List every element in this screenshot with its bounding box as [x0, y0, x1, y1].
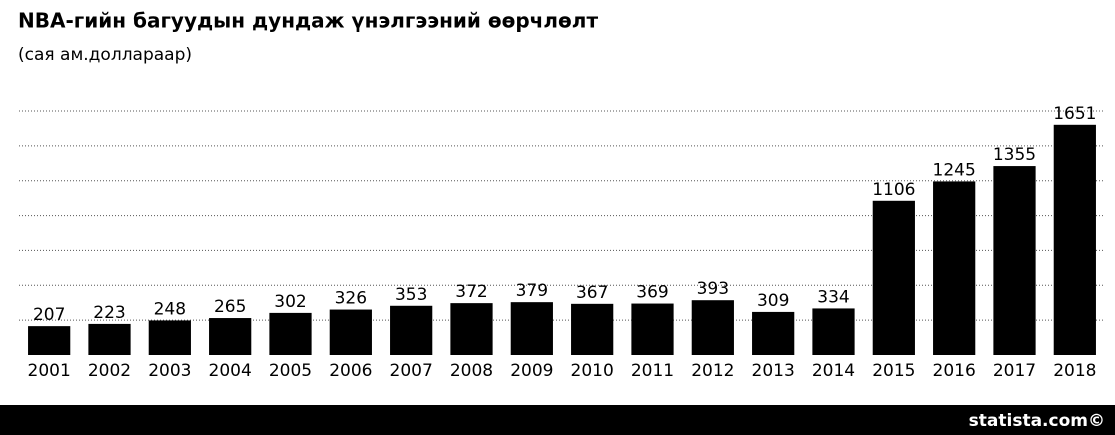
- value-label: 326: [335, 289, 367, 309]
- source: statista.com©: [969, 411, 1105, 431]
- value-label: 302: [274, 292, 306, 312]
- value-label: 372: [455, 282, 487, 302]
- value-label: 1106: [872, 180, 915, 200]
- x-tick-label: 2004: [209, 361, 252, 381]
- x-tick-label: 2010: [571, 361, 614, 381]
- footer-band: [0, 405, 1115, 435]
- value-label: 353: [395, 285, 427, 305]
- bar: [571, 303, 614, 355]
- x-tick-label: 2011: [631, 361, 674, 381]
- bar: [450, 303, 493, 355]
- bar: [812, 308, 855, 355]
- bar: [631, 303, 674, 355]
- bar: [1053, 124, 1096, 355]
- value-label: 1245: [933, 160, 976, 180]
- bar: [148, 320, 191, 355]
- bar: [269, 312, 312, 355]
- x-tick-label: 2016: [933, 361, 976, 381]
- x-tick-label: 2015: [872, 361, 915, 381]
- bar: [691, 300, 734, 355]
- value-label: 309: [757, 291, 789, 311]
- bar: [28, 326, 71, 355]
- x-tick-label: 2003: [148, 361, 191, 381]
- x-tick-label: 2007: [390, 361, 433, 381]
- value-label: 393: [697, 279, 729, 299]
- x-tick-label: 2013: [752, 361, 795, 381]
- x-tick-label: 2017: [993, 361, 1036, 381]
- value-label: 248: [154, 299, 186, 319]
- value-label: 334: [817, 287, 849, 307]
- x-tick-label: 2012: [691, 361, 734, 381]
- bar: [88, 323, 131, 355]
- x-tick-label: 2001: [28, 361, 71, 381]
- value-label: 207: [33, 305, 65, 325]
- chart-title: NBA-гийн багуудын дундаж үнэлгээний өөрч…: [18, 9, 598, 33]
- x-tick-label: 2014: [812, 361, 855, 381]
- value-label: 223: [93, 303, 125, 323]
- bar: [329, 309, 372, 355]
- value-label: 367: [576, 283, 608, 303]
- bar: [993, 166, 1036, 355]
- value-label: 265: [214, 297, 246, 317]
- value-label: 1651: [1053, 104, 1096, 124]
- x-tick-label: 2002: [88, 361, 131, 381]
- value-label: 379: [516, 281, 548, 301]
- value-label: 369: [636, 283, 668, 303]
- bar: [390, 305, 433, 355]
- x-tick-label: 2009: [510, 361, 553, 381]
- x-tick-label: 2008: [450, 361, 493, 381]
- bar: [752, 311, 795, 355]
- chart-subtitle: (сая ам.доллараар): [18, 45, 192, 65]
- bar: [933, 181, 976, 355]
- bar: [872, 200, 915, 355]
- bar: [209, 318, 252, 355]
- x-tick-label: 2005: [269, 361, 312, 381]
- value-label: 1355: [993, 145, 1036, 165]
- x-tick-label: 2018: [1053, 361, 1096, 381]
- bar: [510, 302, 553, 355]
- x-tick-label: 2006: [329, 361, 372, 381]
